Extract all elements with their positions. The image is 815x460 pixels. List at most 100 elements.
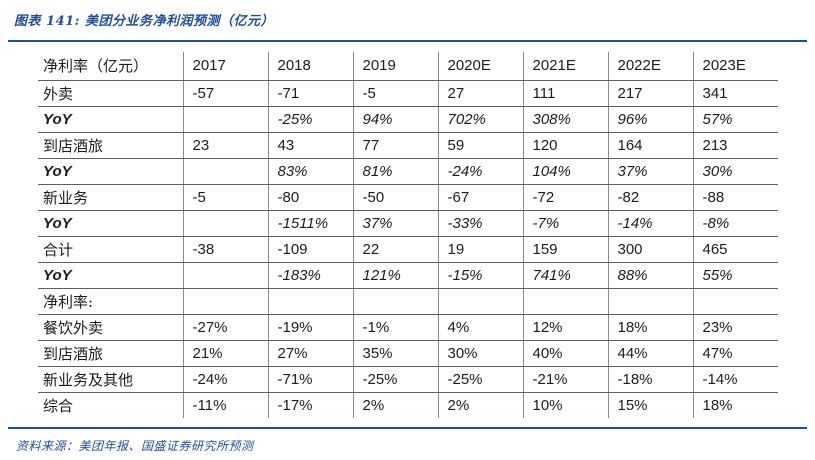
header-year-cell: 2020E [437, 52, 523, 81]
value-cell: -14% [692, 366, 778, 393]
value-cell: -109 [267, 236, 353, 263]
header-year-cell: 2023E [692, 52, 778, 81]
value-cell: -18% [607, 366, 693, 393]
value-cell: 35% [352, 340, 438, 367]
value-cell: -25% [267, 106, 353, 133]
value-cell: -38 [182, 236, 268, 263]
header-year-cell: 2022E [607, 52, 693, 81]
value-cell: -57 [182, 80, 268, 107]
table-row: 新业务及其他 -24% -71% -25% -25% -21% -18% -14% [38, 366, 778, 393]
table-row: 餐饮外卖 -27% -19% -1% 4% 12% 18% 23% [38, 314, 778, 341]
bottom-rule [8, 427, 807, 429]
row-label-cell: 新业务及其他 [38, 366, 183, 393]
value-cell: 308% [522, 106, 608, 133]
value-cell: 81% [352, 158, 438, 185]
row-label-cell: YoY [38, 106, 183, 133]
table-row: 到店酒旅 21% 27% 35% 30% 40% 44% 47% [38, 340, 778, 367]
value-cell: 104% [522, 158, 608, 185]
value-cell: -24% [437, 158, 523, 185]
value-cell: -71 [267, 80, 353, 107]
value-cell: 77 [352, 132, 438, 159]
value-cell: 465 [692, 236, 778, 263]
value-cell: 27 [437, 80, 523, 107]
table-row: 外卖 -57 -71 -5 27 111 217 341 [38, 80, 778, 107]
value-cell: -17% [267, 392, 353, 418]
value-cell: -80 [267, 184, 353, 211]
value-cell: -88 [692, 184, 778, 211]
row-label-cell: 净利率: [38, 288, 183, 315]
value-cell: 88% [607, 262, 693, 289]
row-label-cell: YoY [38, 158, 183, 185]
value-cell [182, 288, 268, 315]
row-label-cell: YoY [38, 210, 183, 237]
top-rule [8, 40, 807, 42]
value-cell: -15% [437, 262, 523, 289]
value-cell: 121% [352, 262, 438, 289]
table-row: 合计 -38 -109 22 19 159 300 465 [38, 236, 778, 263]
value-cell: 22 [352, 236, 438, 263]
value-cell [182, 262, 268, 289]
value-cell: 44% [607, 340, 693, 367]
value-cell: 19 [437, 236, 523, 263]
value-cell: 47% [692, 340, 778, 367]
value-cell: -11% [182, 392, 268, 418]
value-cell: -1511% [267, 210, 353, 237]
value-cell: 30% [437, 340, 523, 367]
value-cell: -33% [437, 210, 523, 237]
value-cell: -183% [267, 262, 353, 289]
value-cell: -25% [437, 366, 523, 393]
value-cell [522, 288, 608, 315]
value-cell: 741% [522, 262, 608, 289]
header-year-cell: 2021E [522, 52, 608, 81]
value-cell: 10% [522, 392, 608, 418]
value-cell: 59 [437, 132, 523, 159]
table-row: 到店酒旅 23 43 77 59 120 164 213 [38, 132, 778, 159]
figure-title: 图表 141: 美团分业务净利润预测（亿元） [14, 14, 274, 29]
table-row: YoY -183% 121% -15% 741% 88% 55% [38, 262, 778, 289]
value-cell: 341 [692, 80, 778, 107]
table-row: 净利率: [38, 288, 778, 315]
table-row: 综合 -11% -17% 2% 2% 10% 15% 18% [38, 392, 778, 418]
value-cell: -5 [182, 184, 268, 211]
value-cell: 702% [437, 106, 523, 133]
value-cell: 2% [352, 392, 438, 418]
row-label-cell: YoY [38, 262, 183, 289]
header-year-cell: 2019 [352, 52, 438, 81]
value-cell: 83% [267, 158, 353, 185]
value-cell: 21% [182, 340, 268, 367]
value-cell: 159 [522, 236, 608, 263]
value-cell: -72 [522, 184, 608, 211]
value-cell [182, 158, 268, 185]
value-cell: -1% [352, 314, 438, 341]
value-cell: 23% [692, 314, 778, 341]
value-cell: 27% [267, 340, 353, 367]
value-cell [352, 288, 438, 315]
value-cell: 120 [522, 132, 608, 159]
value-cell: 18% [692, 392, 778, 418]
source-note: 资料来源：美团年报、国盛证券研究所预测 [16, 439, 254, 453]
table-row: YoY 83% 81% -24% 104% 37% 30% [38, 158, 778, 185]
value-cell: -71% [267, 366, 353, 393]
value-cell: 23 [182, 132, 268, 159]
table-row: YoY -1511% 37% -33% -7% -14% -8% [38, 210, 778, 237]
value-cell: 18% [607, 314, 693, 341]
value-cell [182, 210, 268, 237]
table-header: 净利率（亿元） 2017 2018 2019 2020E 2021E 2022E 2023E [38, 52, 778, 81]
row-label-cell: 到店酒旅 [38, 340, 183, 367]
table-body: 外卖 -57 -71 -5 27 111 217 341 YoY -25% 94% 702% 308% 9… [38, 80, 778, 418]
value-cell: 94% [352, 106, 438, 133]
value-cell: -7% [522, 210, 608, 237]
value-cell: -50 [352, 184, 438, 211]
row-label-cell: 合计 [38, 236, 183, 263]
value-cell: 30% [692, 158, 778, 185]
value-cell: -8% [692, 210, 778, 237]
value-cell: -24% [182, 366, 268, 393]
row-label-cell: 新业务 [38, 184, 183, 211]
value-cell: 55% [692, 262, 778, 289]
header-row: 净利率（亿元） 2017 2018 2019 2020E 2021E 2022E 2023E [38, 52, 778, 81]
value-cell: 96% [607, 106, 693, 133]
value-cell [607, 288, 693, 315]
value-cell: 111 [522, 80, 608, 107]
value-cell [692, 288, 778, 315]
value-cell: 164 [607, 132, 693, 159]
